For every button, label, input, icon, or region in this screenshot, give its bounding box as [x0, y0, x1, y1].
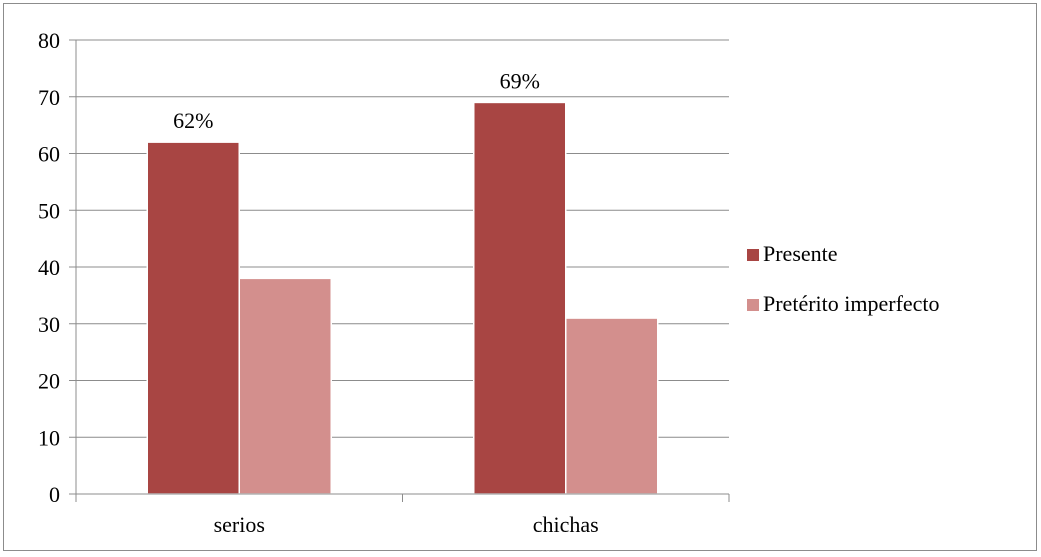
y-tick-label-0: 0: [49, 482, 60, 507]
bar-chart: 0 10 20 30 40 50 60 70 80 62% serios 69% chichas Pre…: [38, 28, 940, 537]
legend-label-0: Presente: [763, 241, 838, 266]
chart-frame: 0 10 20 30 40 50 60 70 80 62% serios 69% chichas Pre…: [3, 3, 1037, 551]
bar-chichas-preterito-imperfecto: [565, 317, 659, 495]
legend-swatch-0: [747, 249, 759, 261]
y-tick-label-70: 70: [38, 85, 60, 110]
legend-label-1: Pretérito imperfecto: [763, 291, 940, 316]
x-category-label-serios: serios: [214, 512, 265, 537]
y-tick-label-30: 30: [38, 312, 60, 337]
labels: 0 10 20 30 40 50 60 70 80 62% serios 69% chichas: [38, 28, 599, 537]
y-tick-label-10: 10: [38, 425, 60, 450]
x-category-label-chichas: chichas: [533, 512, 599, 537]
bar-serios-preterito-imperfecto: [238, 277, 332, 495]
bars: [146, 101, 659, 495]
legend: Presente Pretérito imperfecto: [747, 241, 940, 316]
bar-serios-presente: [146, 141, 240, 495]
axes: [69, 39, 730, 502]
y-tick-label-40: 40: [38, 255, 60, 280]
data-label-serios-0: 62%: [173, 108, 213, 133]
y-tick-label-50: 50: [38, 198, 60, 223]
bar-chichas-presente: [473, 101, 567, 495]
y-tick-label-60: 60: [38, 142, 60, 167]
y-tick-label-80: 80: [38, 28, 60, 53]
legend-swatch-1: [747, 299, 759, 311]
data-label-chichas-0: 69%: [500, 68, 540, 93]
y-tick-label-20: 20: [38, 369, 60, 394]
